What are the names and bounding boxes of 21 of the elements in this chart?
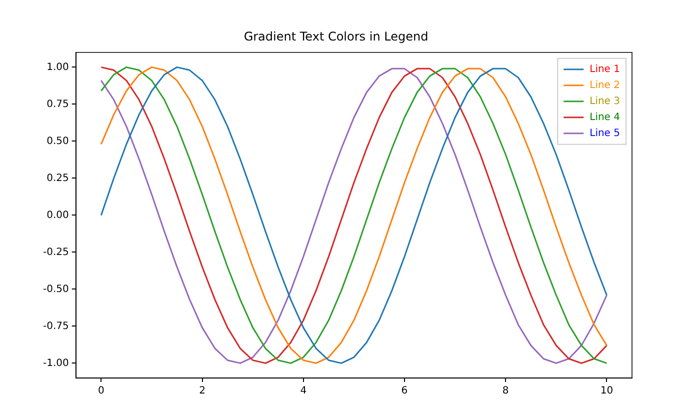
y-tick-label: 0.75 xyxy=(46,98,69,110)
legend-label: Line 1 xyxy=(590,64,620,75)
y-tick-label: -0.25 xyxy=(43,246,69,258)
legend-label: Line 5 xyxy=(590,128,620,139)
y-tick-label: 0.25 xyxy=(46,172,69,184)
x-tick-label: 10 xyxy=(600,386,614,397)
x-tick-label: 4 xyxy=(300,386,307,397)
y-tick-label: -1.00 xyxy=(43,358,69,369)
y-tick-label: 0.50 xyxy=(46,136,69,147)
y-tick-label: 0.00 xyxy=(46,210,69,221)
x-tick-label: 0 xyxy=(98,386,104,397)
legend-label: Line 2 xyxy=(590,80,620,91)
legend-label: Line 4 xyxy=(590,112,620,123)
chart-title: Gradient Text Colors in Legend xyxy=(244,29,428,44)
x-tick-label: 6 xyxy=(401,386,408,397)
y-tick-label: -0.50 xyxy=(43,284,69,295)
y-tick-label: -0.75 xyxy=(43,320,69,332)
legend-label: Line 3 xyxy=(590,96,620,107)
x-tick-label: 2 xyxy=(199,386,206,397)
x-tick-label: 8 xyxy=(502,386,509,397)
y-tick-label: 1.00 xyxy=(46,62,69,73)
